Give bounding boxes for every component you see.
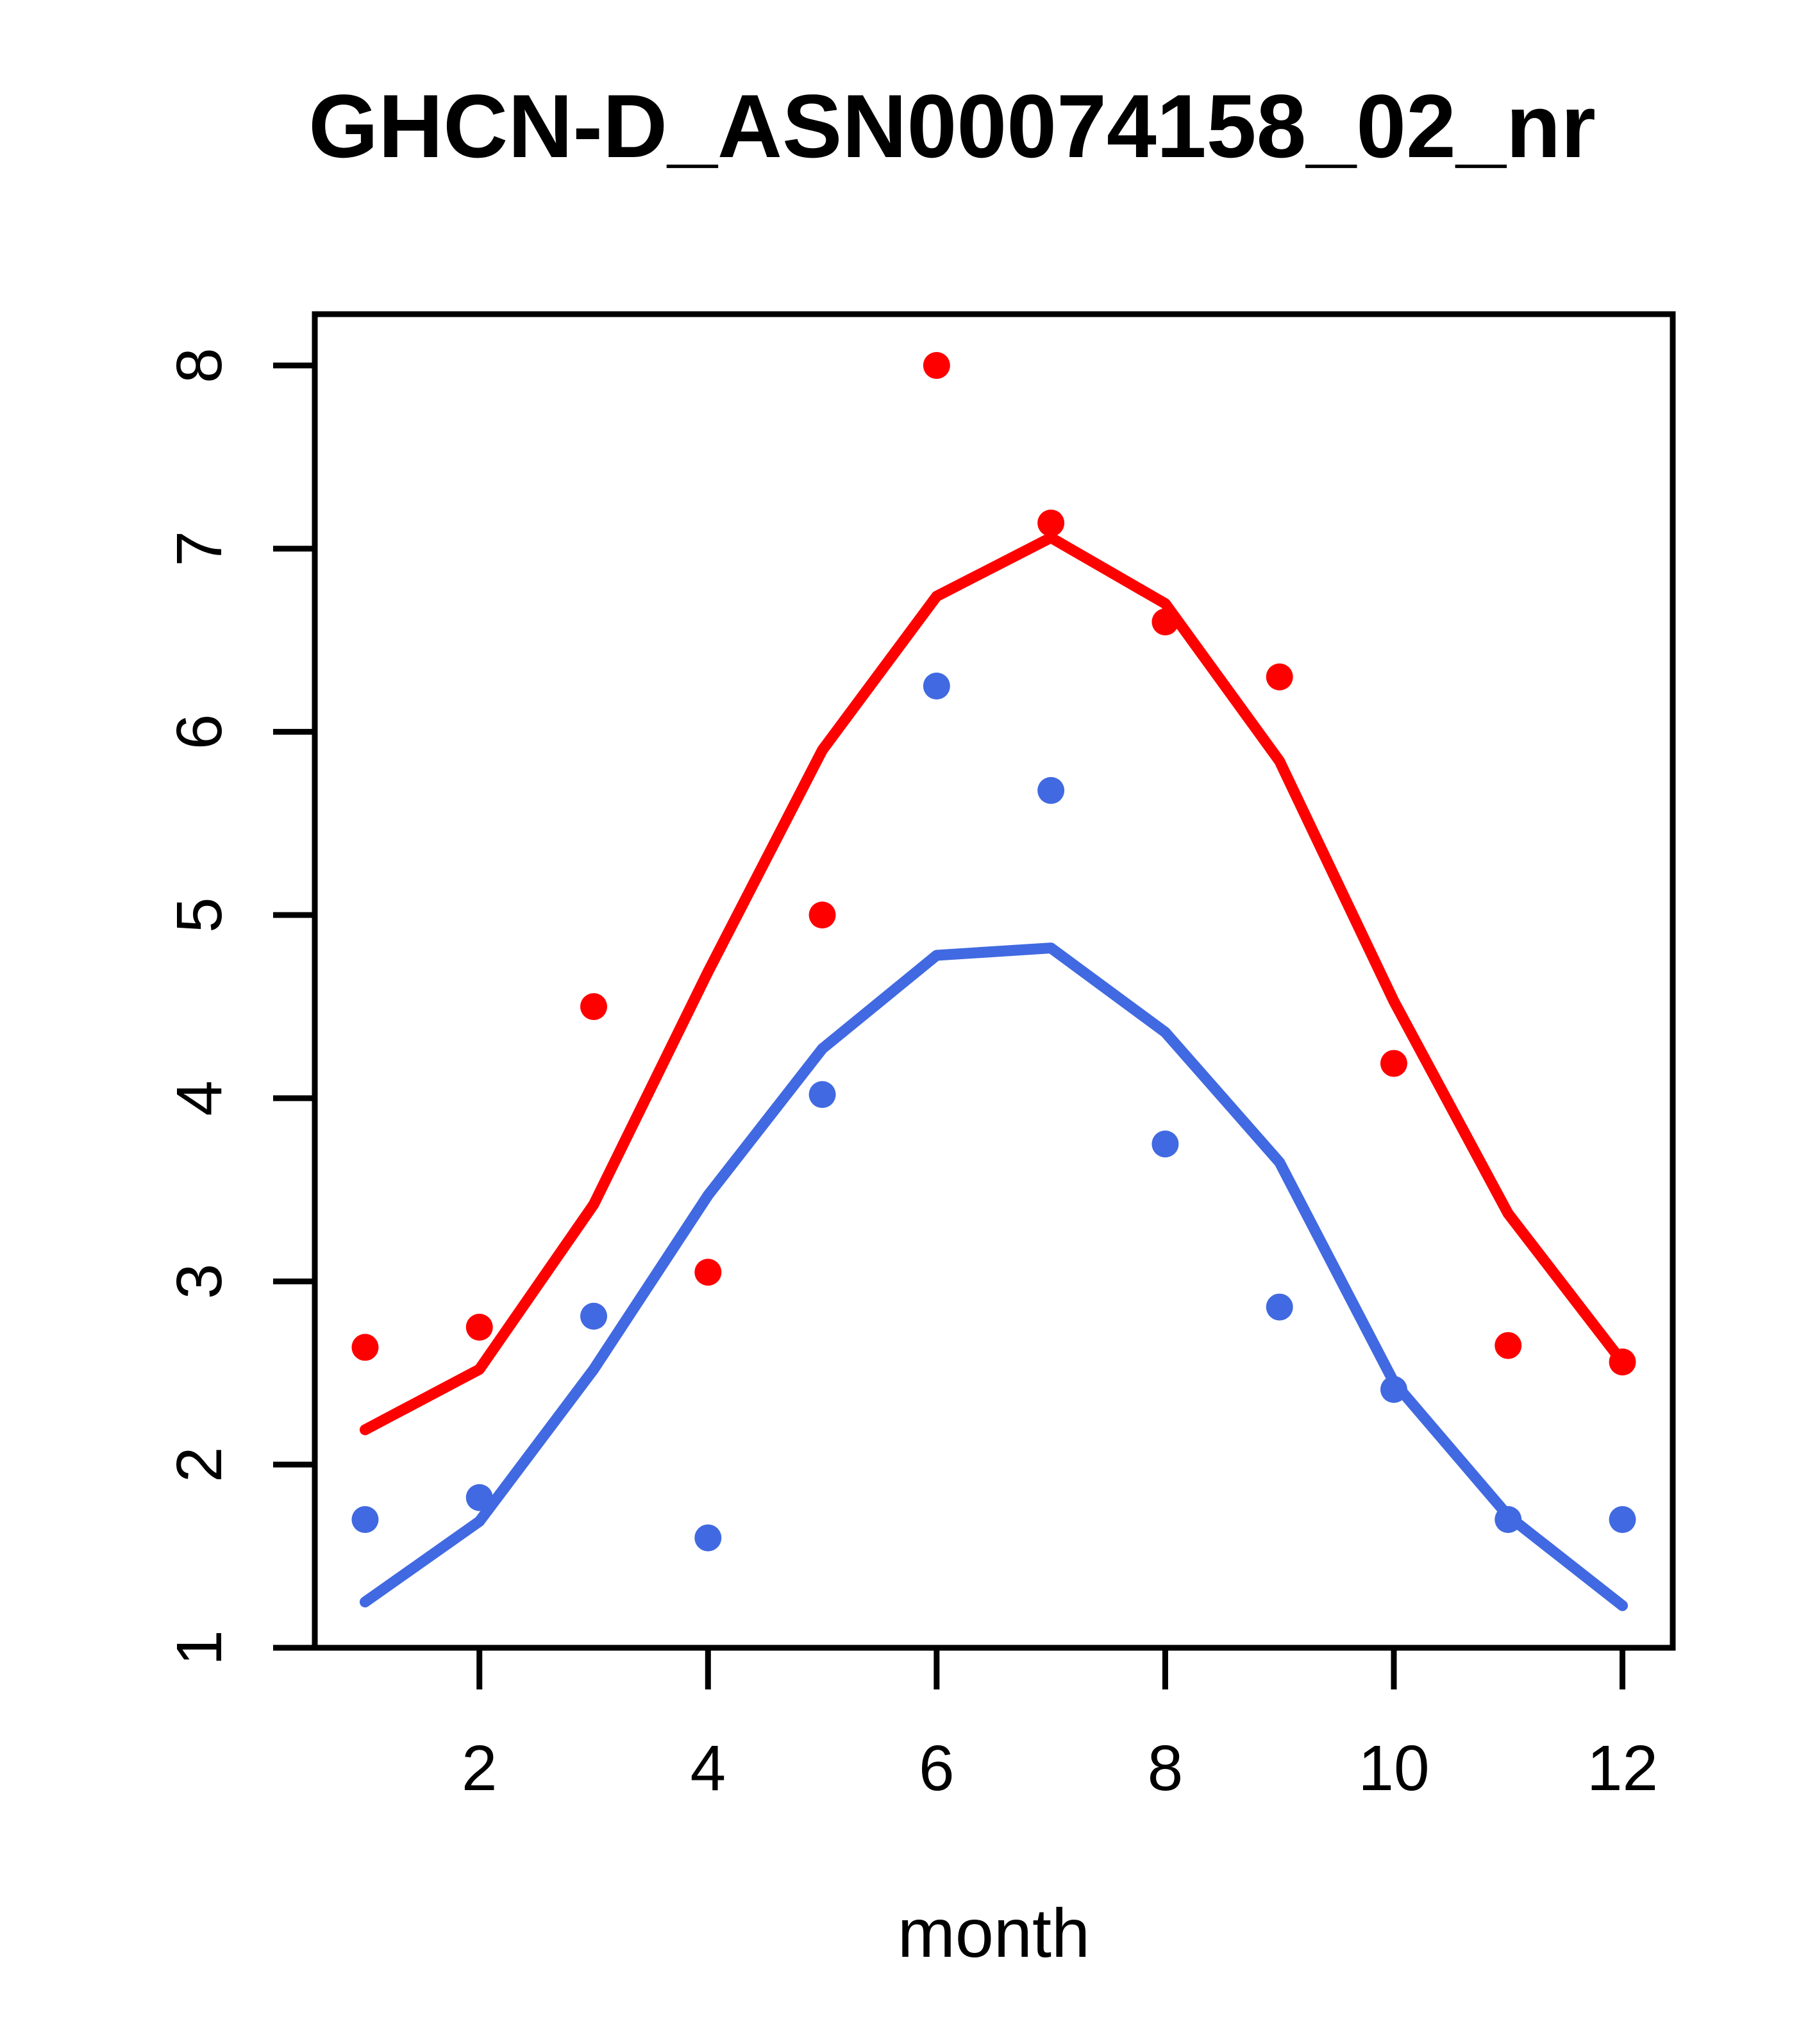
y-tick-label: 6 [163, 714, 235, 750]
y-tick-label: 1 [163, 1630, 235, 1666]
y-tick-label: 5 [163, 897, 235, 933]
blue-points-dot [694, 1524, 722, 1552]
red-line [359, 532, 1629, 1436]
plot-border [312, 311, 1676, 1651]
red-points-dot [351, 1334, 379, 1361]
y-tick-label: 3 [163, 1264, 235, 1300]
x-tick-label: 2 [462, 1732, 498, 1804]
red-points-dot [808, 901, 836, 929]
red-points-dot [1266, 663, 1293, 691]
red-points-dot [923, 352, 950, 379]
red-points-dot [1380, 1050, 1407, 1077]
blue-points-dot [923, 673, 950, 699]
x-tick-label: 10 [1358, 1732, 1429, 1804]
blue-points-dot [351, 1506, 379, 1533]
red-points-dot [694, 1259, 722, 1286]
red-points-dot [580, 993, 608, 1020]
y-tick-label: 4 [163, 1080, 235, 1116]
red-points-dot [1495, 1332, 1522, 1359]
x-tick-label: 6 [919, 1732, 955, 1804]
blue-points-dot [1151, 1130, 1179, 1158]
x-axis-label: month [898, 1894, 1090, 1972]
line-layer [359, 532, 1629, 1611]
x-tick-label: 8 [1148, 1732, 1184, 1804]
x-axis: 2 4 6 8 10 12 [462, 1648, 1658, 1804]
x-tick-label: 12 [1587, 1732, 1658, 1804]
blue-points-dot [1609, 1506, 1636, 1533]
plot-box [312, 311, 1676, 1651]
y-tick-label: 7 [163, 531, 235, 567]
y-tick-label: 2 [163, 1446, 235, 1482]
y-axis: 1 2 3 4 5 6 7 8 [163, 348, 315, 1666]
red-points-dot [1037, 509, 1065, 537]
blue-points-dot [1266, 1293, 1293, 1321]
blue-points-dot [580, 1302, 608, 1330]
red-points-dot [465, 1314, 493, 1341]
y-tick-label: 8 [163, 348, 235, 383]
blue-line [359, 942, 1629, 1611]
blue-points-dot [808, 1081, 836, 1109]
chart-title: GHCN-D_ASN00074158_02_nr [308, 76, 1596, 176]
x-tick-label: 4 [690, 1732, 726, 1804]
blue-points-dot [1037, 776, 1065, 804]
